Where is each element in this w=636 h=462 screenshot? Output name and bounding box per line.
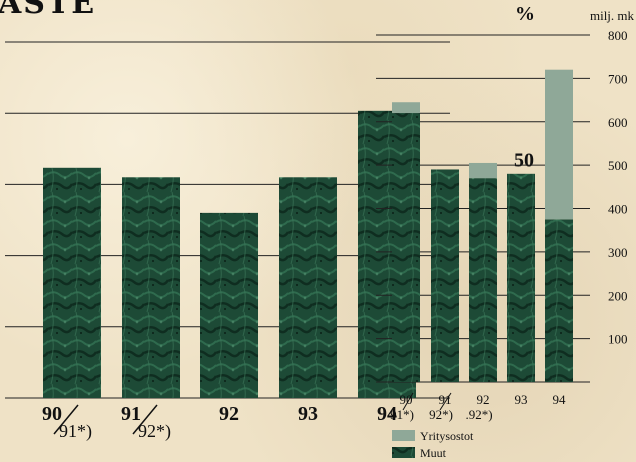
right-y-unit: milj. mk [590, 8, 635, 23]
x-tick-label: 93 [298, 403, 318, 425]
chart-title: ASTE [0, 0, 96, 21]
left-bar [200, 212, 258, 398]
right-x-tick-sublabel: 92*) [429, 407, 453, 422]
right-y-tick-label: 400 [608, 202, 628, 217]
right-x-tick-label: 90 [400, 392, 413, 407]
right-x-tick-label: 94 [553, 392, 567, 407]
right-bar-muut [392, 113, 420, 382]
x-tick-sublabel: 92*) [138, 421, 171, 442]
right-bar-yritysostot [392, 102, 420, 114]
right-bar-yritysostot [545, 69, 573, 220]
right-y-tick-label: 800 [608, 28, 628, 43]
legend-label-muut: Muut [420, 446, 447, 460]
x-tick-slash [53, 404, 79, 435]
legend: Yritysostot Muut [392, 429, 474, 460]
right-y-tick-label: 500 [608, 158, 628, 173]
left-y-unit: % [515, 3, 535, 25]
right-bar-muut [545, 219, 573, 382]
legend-swatch-yritysostot [392, 430, 415, 441]
right-bar-muut [507, 173, 535, 382]
right-y-tick-label: 600 [608, 115, 628, 130]
left-bar [43, 167, 101, 398]
right-x-tick-slash [402, 392, 414, 411]
x-tick-label: 91 [121, 403, 141, 425]
x-tick-label: 94 [377, 403, 397, 425]
right-x-tick-sublabel: .92*) [465, 407, 492, 422]
right-y-tick-label: 100 [608, 332, 628, 347]
left-bar [279, 177, 337, 398]
right-x-tick-label: 91 [439, 392, 452, 407]
right-chart-y-labels: milj. mk 100 200 300 400 500 600 700 800 [590, 8, 635, 347]
right-bar-muut [469, 178, 497, 382]
legend-swatch-muut [392, 447, 415, 458]
right-y-tick-label: 300 [608, 245, 628, 260]
left-y-tick-label: 50 [514, 150, 534, 172]
right-y-tick-label: 700 [608, 71, 628, 86]
right-bar-yritysostot [469, 162, 497, 179]
x-tick-sublabel: 91*) [59, 421, 92, 442]
x-tick-slash [132, 404, 158, 435]
legend-label-yritysostot: Yritysostot [420, 429, 474, 443]
x-tick-label: 90 [42, 403, 62, 425]
right-x-tick-label: 92 [477, 392, 490, 407]
right-x-tick-sublabel: 91*) [390, 407, 414, 422]
right-x-tick-label: 93 [515, 392, 528, 407]
x-tick-label: 92 [219, 403, 239, 425]
right-x-tick-slash [439, 392, 452, 411]
left-bar [122, 177, 180, 398]
left-chart-bars [43, 110, 416, 399]
right-y-tick-label: 200 [608, 288, 628, 303]
right-chart-bars [392, 69, 573, 382]
right-bar-muut [431, 169, 459, 382]
